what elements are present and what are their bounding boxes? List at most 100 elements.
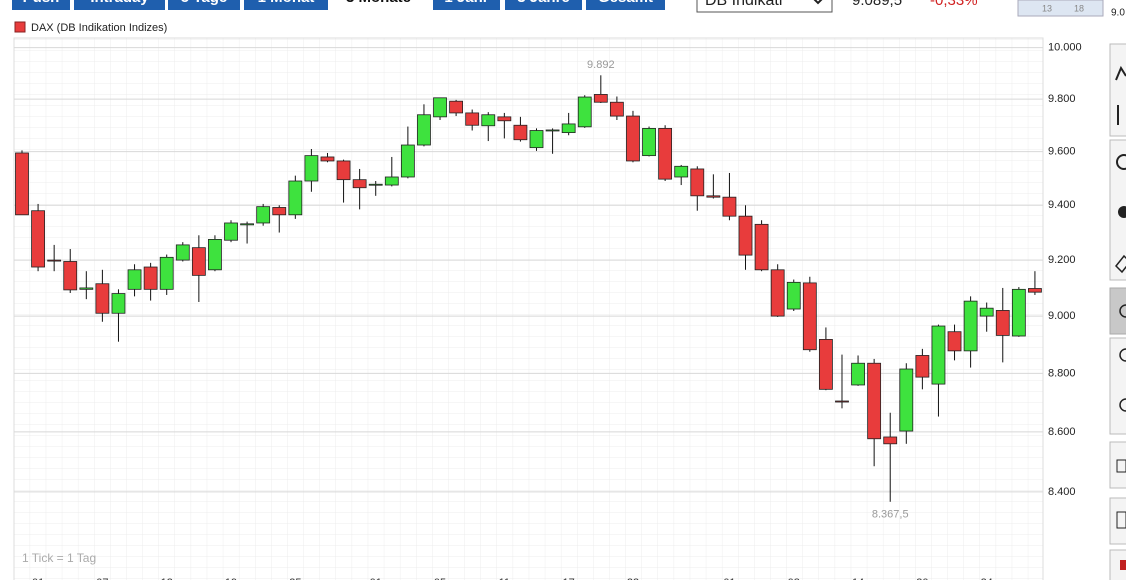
tool-button[interactable]	[1109, 441, 1126, 489]
candle-body	[352, 179, 367, 189]
candle-body	[626, 115, 640, 162]
candle-body	[497, 116, 512, 122]
dropdown[interactable]	[696, 0, 833, 13]
candle-body	[1028, 288, 1042, 293]
x-tick-label: 01	[32, 577, 44, 580]
candle-body	[417, 114, 431, 146]
candle-body	[674, 165, 689, 178]
toolbar: Push Intraday 5 Tage 1 Monat 3 Monate 1 Jahr 3…	[12, 0, 665, 10]
candle-body	[368, 183, 383, 186]
range-button[interactable]	[12, 0, 70, 10]
icon	[1119, 398, 1126, 412]
candle-body	[899, 368, 914, 432]
tool-button[interactable]	[1109, 549, 1126, 580]
range-button[interactable]	[505, 0, 582, 10]
candle-body	[288, 180, 303, 216]
tick-note: 1 Tick = 1 Tag	[22, 551, 96, 565]
range-button-label: 5 Tage	[181, 0, 227, 6]
icon	[1120, 560, 1126, 570]
x-tick-label: 07	[96, 577, 108, 580]
candle-body	[47, 259, 62, 262]
mini-label: 9.0	[1111, 8, 1125, 19]
tool-group	[1109, 337, 1126, 435]
candle-body	[706, 195, 721, 198]
icon	[1119, 348, 1126, 362]
candle-body	[658, 127, 673, 180]
candle-body	[95, 283, 110, 314]
candle-body	[545, 129, 560, 132]
x-tick-label: 25	[289, 577, 301, 580]
candle-body	[883, 436, 898, 445]
legend-swatch	[14, 21, 26, 33]
candle-body	[979, 307, 994, 317]
y-tick-label: 8.800	[1048, 367, 1076, 379]
candle-body	[400, 144, 415, 178]
range-button[interactable]	[586, 0, 665, 10]
x-tick-label: 01	[723, 577, 735, 580]
y-tick-label: 9.800	[1048, 93, 1076, 105]
candle-body	[336, 160, 351, 181]
x-tick-label: 11	[499, 577, 510, 580]
icon	[1116, 459, 1126, 473]
x-tick-label: 17	[563, 577, 575, 580]
candle-body	[256, 206, 271, 224]
tool-button[interactable]	[1109, 497, 1126, 545]
y-tick-label: 9.400	[1048, 199, 1076, 211]
dropdown-arrow	[813, 0, 823, 5]
range-button-label: Intraday	[90, 0, 149, 6]
x-tick-label: 14	[852, 577, 864, 580]
x-tick-label: 19	[225, 577, 237, 580]
tool-selected[interactable]	[1109, 287, 1126, 335]
candle-body	[754, 223, 769, 271]
range-button[interactable]	[433, 0, 500, 10]
candle-body	[867, 362, 882, 440]
candle-body	[224, 222, 238, 241]
range-button-label: 1 Jahr	[444, 0, 488, 6]
candle-body	[947, 331, 962, 352]
candle-body	[513, 124, 528, 141]
x-tick-label: 23	[627, 577, 639, 580]
candle-body	[79, 287, 94, 290]
range-button[interactable]	[74, 0, 165, 10]
candle-body	[320, 156, 335, 162]
candle-body	[240, 223, 254, 226]
candle-body	[609, 101, 624, 117]
y-tick-label: 9.200	[1048, 254, 1076, 266]
range-button-label: 3 Jahre	[517, 0, 570, 6]
candle-body	[738, 215, 753, 256]
plot-frame	[13, 37, 1044, 580]
range-button[interactable]	[332, 0, 425, 10]
candle-body	[272, 207, 287, 216]
icon	[1118, 206, 1126, 218]
price: 9.089,5	[852, 0, 902, 9]
range-button-label: Gesamt	[598, 0, 653, 6]
candle-body	[642, 127, 656, 157]
minor-grid	[14, 38, 1043, 580]
candle-body	[1011, 288, 1026, 337]
x-tick-label: 13	[161, 577, 173, 580]
candle-body	[593, 94, 608, 103]
candle-body	[63, 261, 78, 291]
icon	[1115, 65, 1126, 81]
candle-body	[819, 339, 833, 390]
candle-body	[915, 355, 930, 378]
icon	[1114, 254, 1126, 274]
icon	[1116, 511, 1126, 529]
legend-label: DAX (DB Indikation Indizes)	[31, 22, 167, 34]
candle-body	[835, 400, 849, 403]
mini-chart	[1017, 0, 1104, 17]
candle-body	[15, 152, 29, 216]
candle-body	[931, 325, 946, 385]
candle-body	[561, 123, 576, 134]
range-button[interactable]	[168, 0, 240, 10]
y-tick-label: 9.600	[1048, 146, 1076, 158]
candle-body	[208, 239, 222, 271]
candle-body	[963, 300, 978, 352]
candle-body	[770, 269, 785, 317]
y-tick-label: 8.400	[1048, 486, 1076, 498]
candle-body	[384, 176, 399, 186]
mini-label: 13	[1042, 3, 1052, 13]
extreme-label: 8.367,5	[872, 509, 909, 521]
range-button[interactable]	[244, 0, 328, 10]
